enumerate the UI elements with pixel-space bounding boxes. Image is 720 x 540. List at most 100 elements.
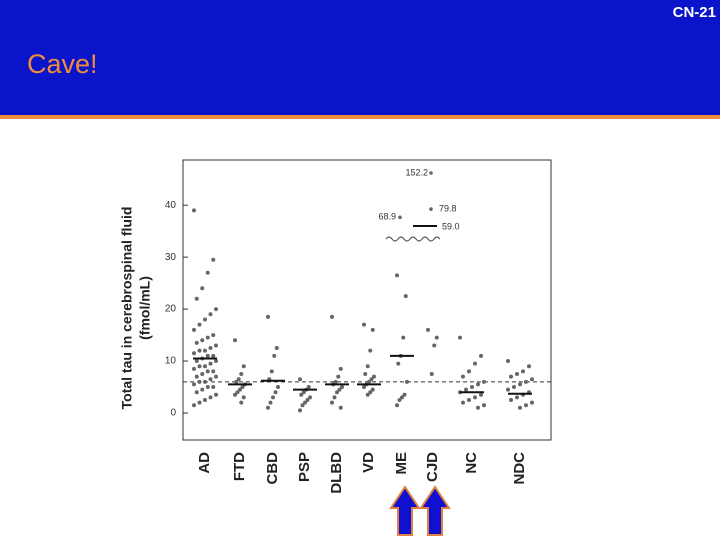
data-point	[300, 403, 305, 408]
data-point	[192, 366, 196, 371]
data-point	[200, 286, 205, 291]
data-point	[473, 361, 477, 366]
data-point	[268, 400, 273, 405]
data-point	[298, 377, 302, 382]
y-tick-label: 0	[170, 408, 176, 419]
data-point	[395, 403, 399, 408]
data-point	[240, 385, 245, 390]
category-labels: DLBD	[328, 452, 345, 494]
data-point	[518, 382, 522, 387]
arrows	[389, 485, 451, 536]
data-point	[208, 312, 213, 317]
x-tick-label: CJD	[424, 452, 441, 482]
data-point	[479, 353, 483, 358]
data-point	[335, 390, 339, 395]
x-tick-label: FTD	[231, 452, 248, 481]
data-point	[299, 392, 304, 397]
data-point	[402, 392, 407, 397]
data-point	[233, 392, 237, 397]
header-band	[0, 0, 720, 115]
data-point	[266, 314, 270, 319]
data-point	[306, 385, 311, 390]
data-point	[370, 387, 375, 392]
data-point	[362, 322, 366, 327]
data-point	[273, 390, 278, 395]
data-point	[208, 377, 213, 382]
data-point	[368, 348, 373, 353]
data-point	[403, 294, 408, 299]
data-point	[272, 353, 277, 358]
arrow	[419, 485, 451, 536]
y-tick-label: 10	[165, 356, 177, 367]
data-point	[432, 343, 437, 348]
data-point	[365, 392, 370, 397]
data-point	[205, 385, 210, 390]
outlier-point	[429, 207, 433, 211]
x-tick-label: ME	[393, 452, 410, 475]
data-point	[509, 398, 513, 402]
data-point	[211, 257, 216, 262]
y-tick-label: 30	[165, 252, 177, 263]
data-point	[397, 398, 402, 402]
data-point	[194, 296, 199, 301]
arrow	[389, 485, 421, 536]
data-point	[401, 335, 406, 340]
data-point	[363, 372, 368, 377]
data-point	[211, 353, 216, 358]
data-point	[194, 359, 199, 364]
data-point	[330, 400, 334, 405]
data-point	[476, 382, 480, 387]
data-point	[461, 374, 465, 379]
data-point	[197, 322, 202, 327]
data-point	[269, 369, 274, 374]
data-point	[298, 408, 302, 413]
data-point	[203, 398, 207, 402]
x-tick-label: PSP	[296, 452, 313, 482]
outlier-label: 152.2	[405, 167, 428, 177]
y-tick-label: 20	[165, 304, 177, 315]
data-point	[197, 348, 202, 353]
data-point	[337, 387, 342, 392]
plot-frame	[182, 159, 552, 441]
data-point	[372, 374, 376, 379]
data-point	[518, 405, 522, 410]
data-point	[301, 390, 306, 395]
data-point	[524, 403, 528, 408]
outlier-label: 68.9	[378, 212, 396, 222]
data-point	[192, 208, 196, 213]
category-labels: ME	[393, 452, 410, 475]
data-point	[200, 372, 205, 377]
x-tick-label: NC	[463, 452, 480, 474]
data-point	[194, 374, 199, 379]
y-axis-label: (fmol/mL)	[137, 276, 153, 340]
data-point	[506, 387, 510, 392]
data-point	[467, 398, 471, 402]
data-point	[238, 387, 242, 392]
data-point	[211, 385, 216, 390]
data-point	[473, 395, 477, 400]
category-labels: CJD	[424, 452, 441, 482]
data-point	[214, 343, 218, 348]
data-point	[214, 359, 218, 364]
data-point	[200, 387, 205, 392]
data-point	[214, 307, 218, 312]
data-point	[521, 369, 525, 374]
y-axis-label: Total tau in cerebrospinal fluid	[119, 207, 135, 410]
data-point	[461, 400, 465, 405]
data-point	[369, 377, 374, 382]
data-point	[239, 400, 244, 405]
outlier-label: 79.8	[439, 203, 457, 213]
data-point	[482, 403, 486, 408]
data-point	[434, 335, 439, 340]
data-point	[365, 364, 370, 369]
data-point	[506, 359, 510, 364]
data-point	[211, 333, 216, 338]
data-point	[426, 327, 430, 332]
category-labels: VD	[360, 452, 377, 473]
data-point	[276, 385, 280, 390]
category-labels: CBD	[264, 452, 281, 485]
x-tick-label: CBD	[264, 452, 281, 485]
category-labels: AD	[196, 452, 213, 474]
x-tick-label: AD	[196, 452, 213, 474]
data-point	[530, 400, 534, 405]
